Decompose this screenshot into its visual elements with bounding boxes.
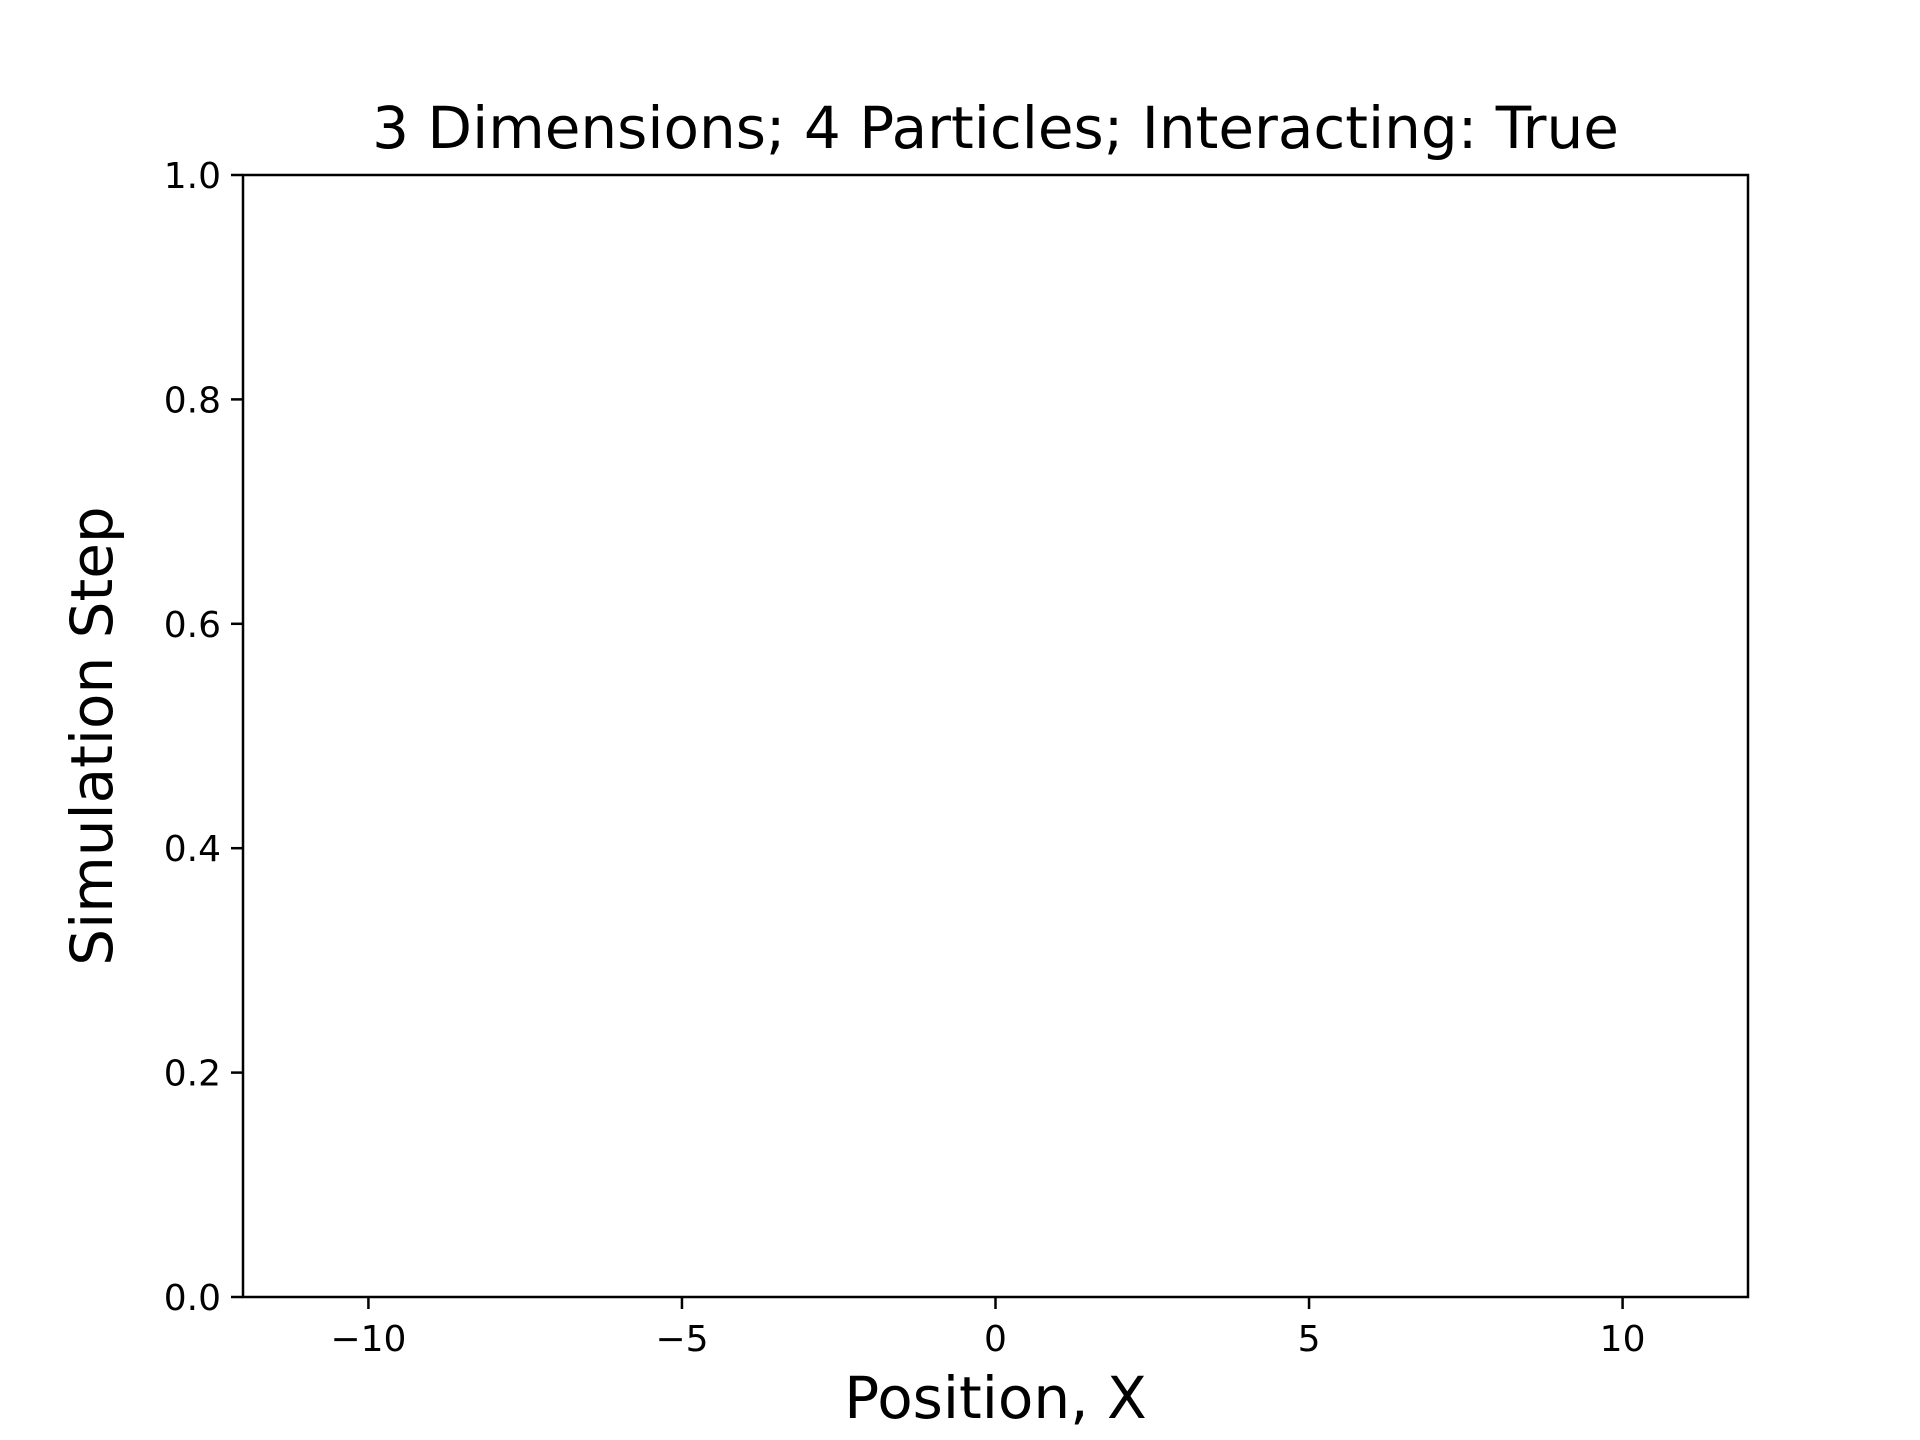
y-tick-label: 0.8	[164, 380, 221, 421]
y-tick-label: 0.2	[164, 1054, 221, 1095]
x-tick-label: −5	[655, 1319, 708, 1360]
x-tick-label: 5	[1298, 1319, 1321, 1360]
x-axis-label: Position, X	[844, 1364, 1146, 1432]
x-tick-label: 0	[984, 1319, 1007, 1360]
plot-area-frame	[241, 173, 1750, 1299]
y-axis-ticks: 0.0 0.2 0.4 0.6 0.8 1.0	[164, 156, 243, 1319]
x-tick-label: −10	[330, 1319, 406, 1360]
y-tick-label: 0.0	[164, 1278, 221, 1319]
y-tick-label: 0.4	[164, 829, 221, 870]
x-tick-label: 10	[1600, 1319, 1646, 1360]
chart-title: 3 Dimensions; 4 Particles; Interacting: …	[372, 94, 1619, 162]
y-tick-label: 0.6	[164, 605, 221, 646]
x-axis-ticks: −10 −5 0 5 10	[330, 1297, 1645, 1360]
y-tick-label: 1.0	[164, 156, 221, 197]
y-axis-label: Simulation Step	[58, 506, 126, 965]
